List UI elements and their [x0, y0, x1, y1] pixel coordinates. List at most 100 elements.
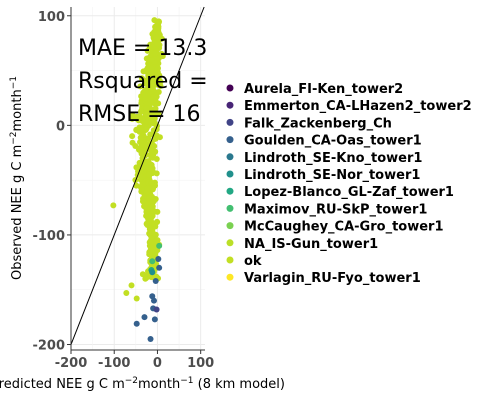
data-point	[150, 44, 157, 51]
data-point	[149, 203, 156, 210]
data-point	[133, 320, 140, 327]
one-to-one-line	[70, 6, 205, 345]
legend-swatch	[226, 204, 234, 212]
data-point	[129, 133, 136, 140]
legend-item: Varlagin_RU-Fyo_tower1	[226, 271, 421, 286]
legend-item: Lindroth_SE-Nor_tower1	[226, 168, 420, 183]
legend-swatch	[226, 273, 234, 281]
legend-label: NA_IS-Gun_tower1	[244, 237, 378, 252]
x-axis-title-sup2: −1	[180, 376, 193, 386]
y-axis-title: Observed NEE g C m−2month−1	[9, 76, 25, 280]
legend-swatch	[226, 101, 234, 109]
data-point	[152, 50, 159, 57]
reference-line	[70, 6, 205, 345]
x-axis-title: Predicted NEE g C m−2month−1 (8 km model…	[0, 376, 285, 392]
legend-swatch	[226, 187, 234, 195]
data-point	[138, 75, 145, 82]
data-point	[149, 269, 156, 276]
legend-label: Aurela_FI-Ken_tower2	[244, 82, 403, 97]
data-point	[137, 83, 144, 90]
data-point	[156, 242, 163, 249]
y-tick-label: 0	[56, 119, 65, 134]
data-point	[138, 147, 145, 154]
data-point	[141, 91, 148, 98]
legend-item: Lopez-Blanco_GL-Zaf_tower1	[226, 185, 454, 200]
data-point	[150, 231, 157, 238]
data-point	[148, 193, 155, 200]
y-tick-label: -100	[32, 229, 65, 244]
data-point	[158, 50, 165, 57]
x-tick-label: 0	[153, 356, 162, 371]
stat-annotation: MAE = 13.3	[78, 36, 207, 61]
data-point	[155, 256, 162, 263]
data-point	[133, 113, 140, 120]
x-axis-title-main: Predicted NEE g C m	[0, 377, 125, 392]
data-point	[146, 165, 153, 172]
data-point	[129, 139, 136, 146]
legend-label: Lindroth_SE-Kno_tower1	[244, 151, 422, 166]
data-point	[142, 87, 149, 94]
y-tick-label: 100	[38, 10, 65, 25]
axes: -200 -100 0 100 -200 -100 0 100	[32, 7, 214, 371]
data-point	[152, 101, 159, 108]
data-point	[149, 258, 156, 265]
data-point	[151, 316, 158, 323]
data-point	[128, 282, 135, 289]
legend-item: Aurela_FI-Ken_tower2	[226, 82, 403, 97]
legend-item: McCaughey_CA-Gro_tower1	[226, 220, 444, 235]
data-point	[148, 56, 155, 63]
data-point	[151, 17, 158, 24]
legend-label: Varlagin_RU-Fyo_tower1	[244, 271, 421, 286]
data-point	[142, 80, 149, 87]
legend-item: Goulden_CA-Oas_tower1	[226, 134, 422, 149]
data-point	[152, 105, 159, 112]
stats-annotations: MAE = 13.3 Rsquared = RMSE = 16	[78, 0, 226, 140]
legend-item: NA_IS-Gun_tower1	[226, 237, 378, 252]
legend-label: ok	[244, 254, 262, 269]
data-point	[145, 135, 152, 142]
legend-swatch	[226, 222, 234, 230]
legend-label: McCaughey_CA-Gro_tower1	[244, 220, 444, 235]
legend-swatch	[226, 84, 234, 92]
data-point	[137, 134, 144, 141]
y-axis-title-sup1: −2	[9, 131, 19, 144]
x-axis-title-mid: month	[138, 377, 180, 392]
data-point	[133, 126, 140, 133]
data-point	[149, 212, 156, 219]
y-axis-title-sup2: −1	[9, 76, 19, 89]
data-point	[153, 170, 160, 177]
legend-label: Lindroth_SE-Nor_tower1	[244, 168, 420, 183]
data-point	[155, 111, 162, 118]
data-point	[144, 185, 151, 192]
y-axis-title-main: Observed NEE g C m	[10, 145, 25, 280]
data-point	[148, 65, 155, 72]
data-point	[152, 277, 159, 284]
data-point	[149, 245, 156, 252]
data-point	[149, 186, 156, 193]
legend: Aurela_FI-Ken_tower2 Emmerton_CA-LHazen2_…	[226, 82, 472, 286]
data-point	[143, 221, 150, 228]
x-axis-title-sup1: −2	[125, 376, 138, 386]
data-point	[153, 34, 160, 41]
data-point	[150, 297, 157, 304]
data-point	[143, 105, 150, 112]
data-point	[142, 275, 149, 282]
stat-annotation: RMSE = 16	[78, 102, 201, 127]
legend-label: Goulden_CA-Oas_tower1	[244, 134, 422, 149]
data-point	[148, 179, 155, 186]
legend-label: Maximov_RU-SkP_tower1	[244, 202, 427, 217]
data-point	[133, 182, 140, 189]
legend-swatch	[226, 153, 234, 161]
data-point	[147, 97, 154, 104]
data-point	[150, 73, 157, 80]
panel-edge-mask	[206, 0, 226, 140]
x-tick-label: 100	[187, 356, 214, 371]
data-point	[156, 134, 163, 141]
legend-item: Lindroth_SE-Kno_tower1	[226, 151, 422, 166]
data-point	[133, 295, 140, 302]
data-point	[153, 23, 160, 30]
data-point	[154, 41, 161, 48]
y-tick-label: -200	[32, 339, 65, 354]
legend-item: ok	[226, 254, 262, 269]
